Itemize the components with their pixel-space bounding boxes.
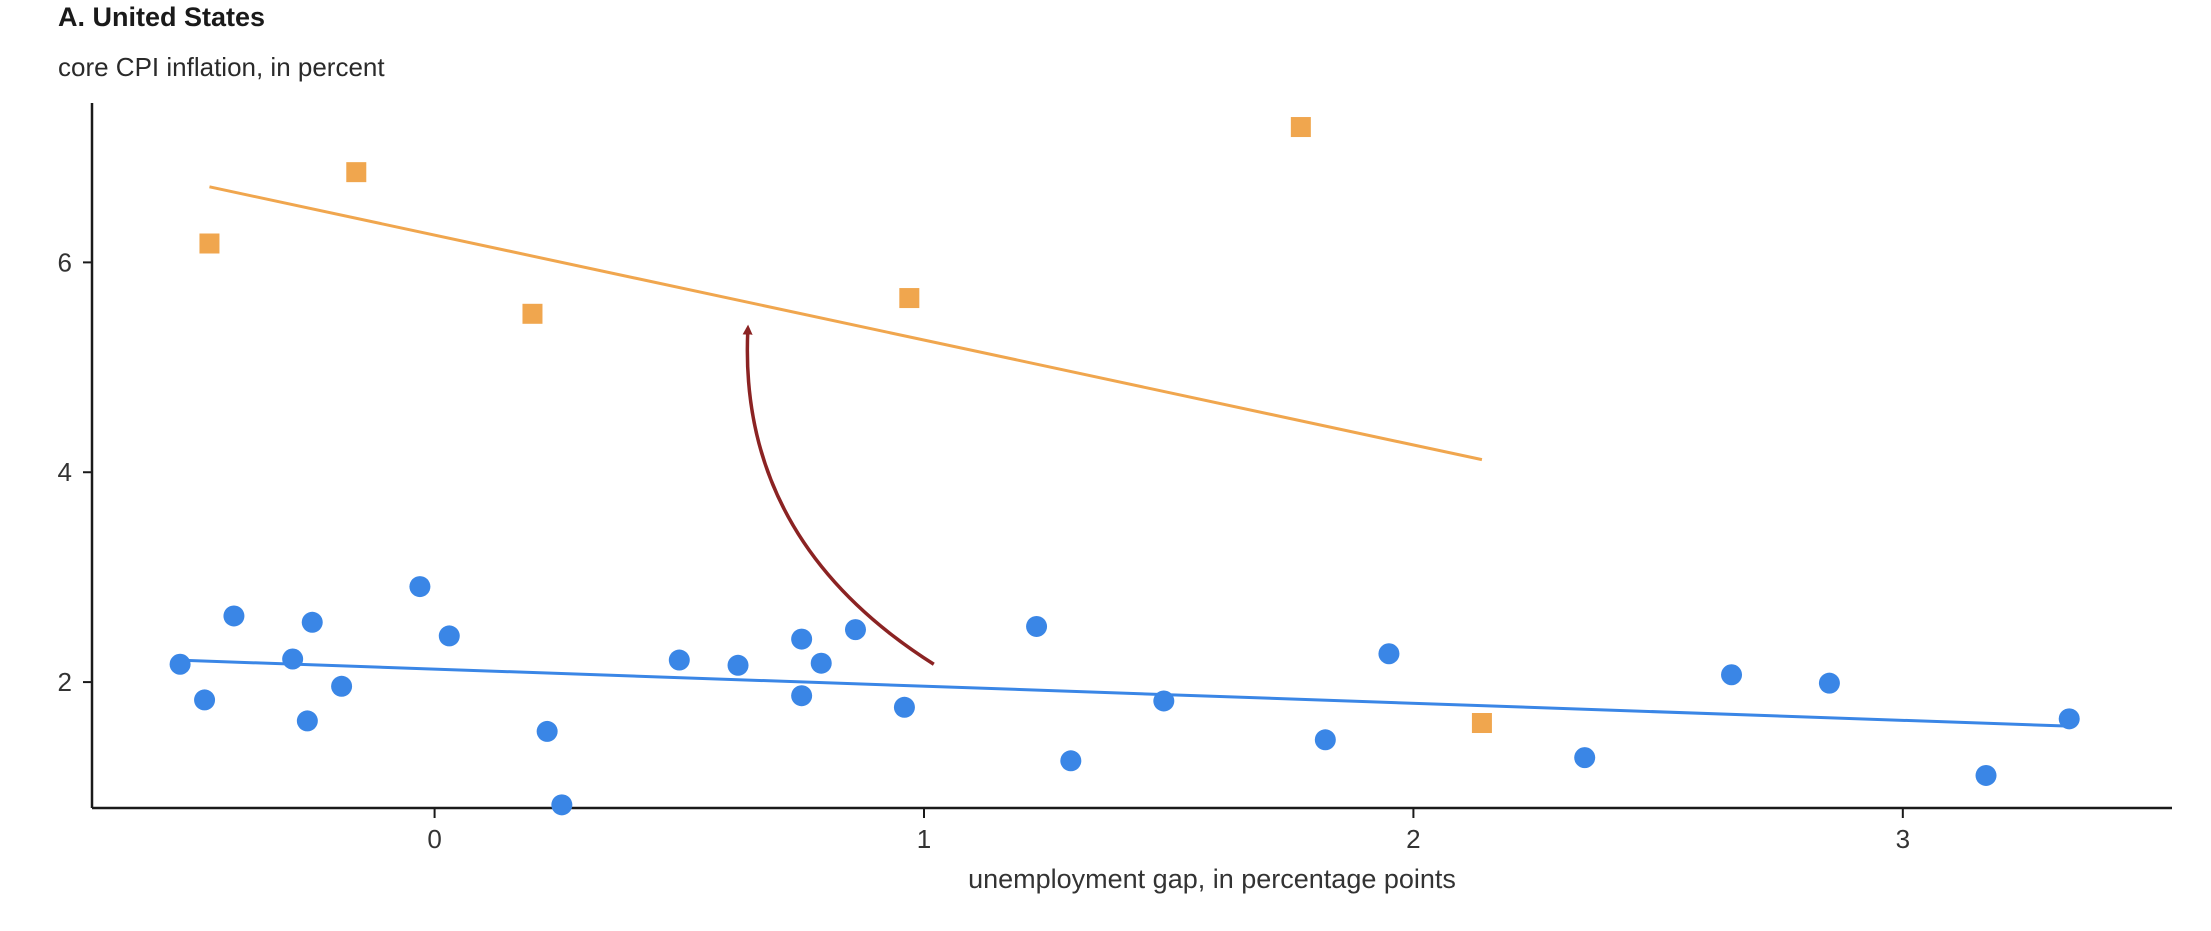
data-point-square bbox=[346, 162, 367, 183]
data-point-circle bbox=[727, 654, 749, 676]
data-point-circle bbox=[331, 675, 353, 697]
data-point-circle bbox=[791, 628, 813, 650]
data-point-circle bbox=[2058, 708, 2080, 730]
data-point-square bbox=[899, 288, 920, 309]
data-point-circle bbox=[844, 619, 866, 641]
x-tick-label: 2 bbox=[1406, 824, 1420, 854]
data-point-circle bbox=[536, 720, 558, 742]
trend-line-series-1 bbox=[175, 658, 2070, 728]
trend-lines bbox=[175, 185, 2070, 728]
data-point-square bbox=[1290, 117, 1311, 138]
data-point-circle bbox=[1153, 690, 1175, 712]
data-point-square bbox=[1471, 713, 1492, 734]
data-point-circle bbox=[1060, 750, 1082, 772]
data-point-circle bbox=[893, 696, 915, 718]
data-point-square bbox=[199, 233, 220, 254]
data-point-circle bbox=[1574, 747, 1596, 769]
data-point-circle bbox=[169, 653, 191, 675]
data-point-circle bbox=[301, 611, 323, 633]
data-point-circle bbox=[1026, 615, 1048, 637]
data-point-circle bbox=[791, 685, 813, 707]
data-point-circle bbox=[194, 689, 216, 711]
x-tick-label: 0 bbox=[427, 824, 441, 854]
data-point-circle bbox=[296, 710, 318, 732]
data-point-circle bbox=[1818, 672, 1840, 694]
data-point-circle bbox=[1721, 664, 1743, 686]
data-point-circle bbox=[810, 652, 832, 674]
y-axis-unit-label: core CPI inflation, in percent bbox=[58, 52, 385, 82]
data-point-square bbox=[522, 303, 543, 324]
data-point-circle bbox=[282, 648, 304, 670]
y-tick-label: 4 bbox=[58, 457, 72, 487]
data-point-circle bbox=[668, 649, 690, 671]
data-point-circle bbox=[551, 794, 573, 816]
axes: 2 4 6 0 1 2 3 unemployment gap, in percentage p… bbox=[58, 103, 2172, 894]
data-point-circle bbox=[1314, 729, 1336, 751]
data-points bbox=[169, 117, 2080, 816]
data-point-circle bbox=[1378, 643, 1400, 665]
x-tick-label: 3 bbox=[1896, 824, 1910, 854]
y-tick-label: 6 bbox=[58, 247, 72, 277]
annotations bbox=[742, 324, 935, 666]
panel-title: A. United States bbox=[58, 2, 266, 32]
data-point-circle bbox=[438, 625, 460, 647]
data-point-circle bbox=[223, 605, 245, 627]
x-tick-label: 1 bbox=[917, 824, 931, 854]
y-tick-label: 2 bbox=[58, 667, 72, 697]
data-point-circle bbox=[409, 576, 431, 598]
trend-line-series-2 bbox=[209, 185, 1483, 462]
x-axis-label: unemployment gap, in percentage points bbox=[968, 864, 1456, 894]
shift-arrow bbox=[742, 324, 935, 666]
data-point-circle bbox=[1975, 764, 1997, 786]
